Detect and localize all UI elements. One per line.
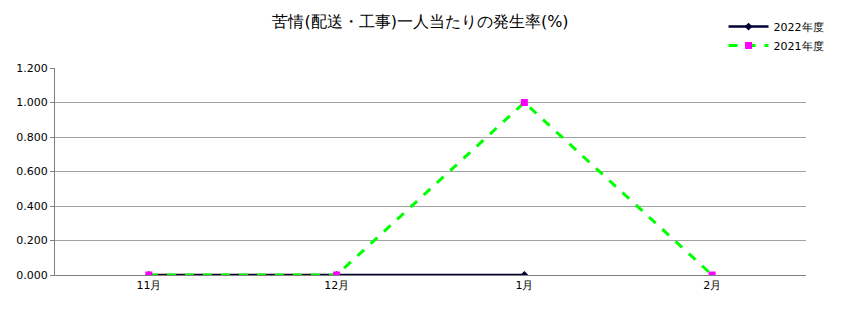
svg-text:2月: 2月: [703, 279, 721, 292]
svg-text:1月: 1月: [515, 279, 533, 292]
svg-text:苦情(配送・工事)一人当たりの発生率(%): 苦情(配送・工事)一人当たりの発生率(%): [272, 12, 568, 31]
svg-text:0.600: 0.600: [16, 165, 48, 178]
svg-text:2022年度: 2022年度: [774, 21, 824, 34]
svg-text:1.000: 1.000: [16, 96, 48, 109]
svg-text:0.000: 0.000: [16, 269, 48, 282]
svg-text:12月: 12月: [324, 279, 349, 292]
svg-text:1.200: 1.200: [16, 62, 48, 75]
svg-text:0.800: 0.800: [16, 131, 48, 144]
svg-text:0.400: 0.400: [16, 200, 48, 213]
svg-text:0.200: 0.200: [16, 234, 48, 247]
svg-text:11月: 11月: [136, 279, 161, 292]
svg-text:2021年度: 2021年度: [774, 40, 824, 53]
